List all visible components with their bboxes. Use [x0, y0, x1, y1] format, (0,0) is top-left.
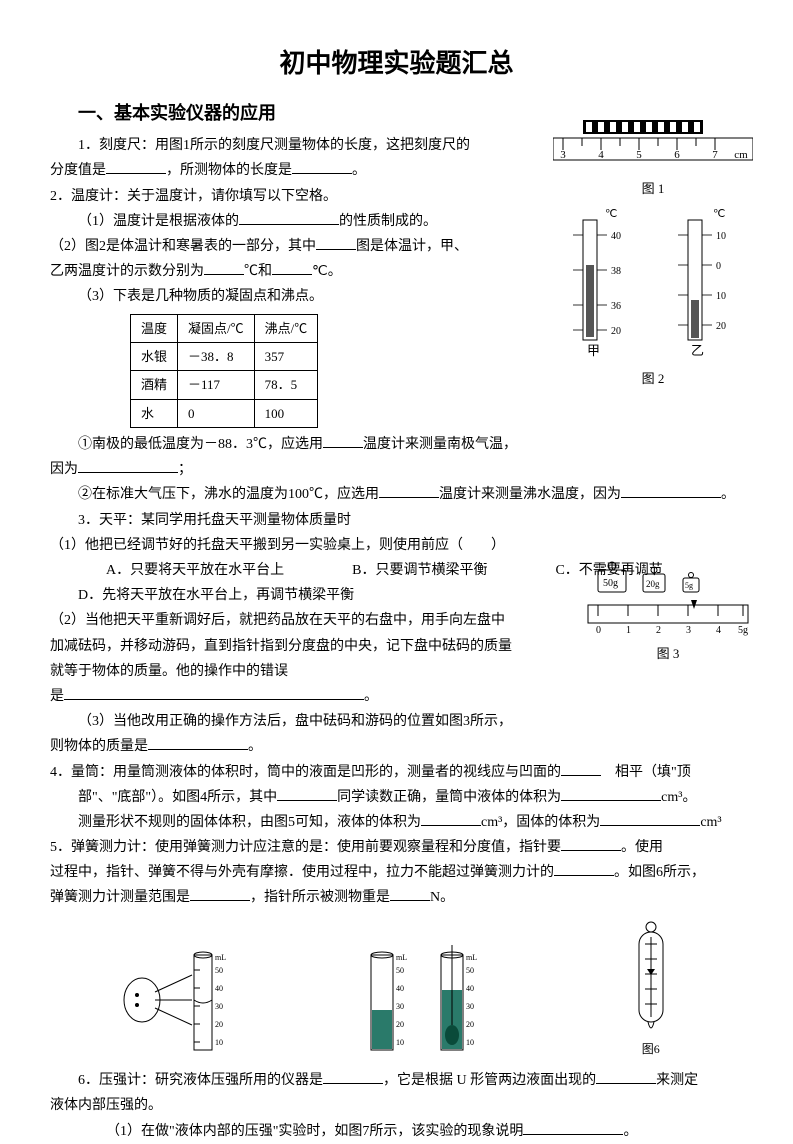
figure-5-cylinders: mL 50 40 30 20 10 mL 50 40 30 20 10	[356, 940, 496, 1060]
svg-text:50: 50	[396, 966, 404, 975]
q4-f: 测量形状不规则的固体体积，由图5可知，液体的体积为cm³，固体的体积为cm³	[50, 810, 743, 835]
svg-text:20: 20	[396, 1020, 404, 1029]
q5-e: 弹簧测力计测量范围是，指针所示被测物重是N。	[50, 885, 743, 910]
q3-s2a: （2）当他把天平重新调好后，就把药品放在天平的右盘中，用手向左盘中	[50, 608, 520, 633]
q6-d: 液体内部压强的。	[50, 1093, 743, 1118]
svg-text:3: 3	[686, 625, 691, 636]
svg-text:38: 38	[611, 266, 621, 277]
svg-text:cm: cm	[734, 149, 748, 161]
svg-text:20: 20	[215, 1020, 223, 1029]
q2-s1: （1）温度计是根据液体的的性质制成的。	[50, 209, 520, 234]
q3-s1: （1）他把已经调节好的托盘天平搬到另一实验桌上，则使用前应（ ）	[50, 533, 743, 558]
q3-head: 3．天平：某同学用托盘天平测量物体质量时	[50, 508, 743, 533]
svg-text:10: 10	[215, 1038, 223, 1047]
figure-2-caption: 图 2	[553, 367, 753, 390]
svg-text:5g: 5g	[685, 581, 693, 590]
svg-text:40: 40	[466, 984, 474, 993]
svg-text:10: 10	[466, 1038, 474, 1047]
figure-3-caption: 图 3	[583, 642, 753, 665]
svg-text:40: 40	[396, 984, 404, 993]
q3-s3b: 则物体的质量是。	[50, 734, 520, 759]
svg-text:40: 40	[215, 984, 223, 993]
q2-s3: （3）下表是几种物质的凝固点和沸点。	[50, 284, 520, 309]
q3-s3a: （3）当他改用正确的操作方法后，盘中砝码和游码的位置如图3所示，	[50, 709, 520, 734]
svg-text:℃: ℃	[605, 208, 617, 220]
q1-line2: 分度值是，所测物体的长度是。	[50, 158, 520, 183]
q3-s2b: 加减砝码，并移动游码，直到指针指到分度盘的中央，记下盘中砝码的质量	[50, 634, 520, 659]
q2-s2a: （2）图2是体温计和寒暑表的一部分，其中图是体温计，甲、	[50, 234, 520, 259]
svg-text:40: 40	[611, 231, 621, 242]
figure-1-caption: 图 1	[553, 177, 753, 200]
q2-s4b: 因为；	[50, 457, 520, 482]
svg-text:0: 0	[596, 625, 601, 636]
svg-text:0: 0	[716, 261, 721, 272]
svg-text:℃: ℃	[713, 208, 725, 220]
svg-text:30: 30	[215, 1002, 223, 1011]
q5-c: 过程中，指针、弹簧不得与外壳有摩擦．使用过程中，拉力不能超过弹簧测力计的。如图6…	[50, 860, 743, 885]
substance-table: 温度凝固点/℃沸点/℃ 水银－38．8357 酒精－11778．5 水0100	[130, 314, 318, 429]
figure-6-spring-scale: 图6	[621, 919, 681, 1061]
q6-e: （1）在做"液体内部的压强"实验时，如图7所示，该实验的现象说明。	[50, 1119, 743, 1144]
svg-text:7: 7	[712, 149, 718, 161]
svg-text:4: 4	[716, 625, 721, 636]
q5-a: 5．弹簧测力计：使用弹簧测力计应注意的是：使用前要观察量程和分度值，指针要。使用	[50, 835, 743, 860]
svg-text:30: 30	[466, 1002, 474, 1011]
svg-text:20: 20	[611, 326, 621, 337]
q3-s2d: 是。	[50, 684, 520, 709]
svg-text:50: 50	[215, 966, 223, 975]
figure-4-cylinder: mL 50 40 30 20 10	[112, 940, 232, 1060]
svg-text:20: 20	[716, 321, 726, 332]
svg-text:10: 10	[716, 291, 726, 302]
svg-text:50g: 50g	[603, 578, 618, 589]
q4-c: 部"、"底部"）。如图4所示，其中同学读数正确，量筒中液体的体积为cm³。	[50, 785, 743, 810]
svg-text:20: 20	[466, 1020, 474, 1029]
svg-text:1: 1	[626, 625, 631, 636]
svg-text:2: 2	[656, 625, 661, 636]
svg-text:mL: mL	[466, 953, 477, 962]
svg-text:30: 30	[396, 1002, 404, 1011]
svg-text:36: 36	[611, 301, 621, 312]
svg-text:4: 4	[598, 149, 604, 161]
q6-a: 6．压强计：研究液体压强所用的仪器是，它是根据 U 形管两边液面出现的来测定	[50, 1068, 743, 1093]
svg-text:mL: mL	[396, 953, 407, 962]
svg-text:50: 50	[466, 966, 474, 975]
svg-text:甲: 甲	[587, 343, 600, 358]
page-title: 初中物理实验题汇总	[50, 40, 743, 87]
q3-s2c: 就等于物体的质量。他的操作中的错误	[50, 659, 520, 684]
q1-text: 1．刻度尺：用图1所示的刻度尺测量物体的长度，这把刻度尺的	[50, 133, 520, 158]
svg-text:6: 6	[674, 149, 680, 161]
svg-text:10: 10	[716, 231, 726, 242]
figure-3-balance: 50g 20g 5g 0 1 2 3 4 5g 图 3	[583, 560, 753, 665]
svg-text:5: 5	[636, 149, 642, 161]
svg-text:乙: 乙	[691, 343, 704, 358]
q2-head: 2．温度计：关于温度计，请你填写以下空格。	[50, 184, 520, 209]
svg-text:mL: mL	[215, 953, 226, 962]
svg-text:20g: 20g	[646, 579, 660, 589]
q2-s4: ①南极的最低温度为－88．3℃，应选用温度计来测量南极气温，	[50, 432, 520, 457]
figure-2-thermometers: ℃ 40 38 36 20 甲 ℃ 10 0 10 20 乙 图 2	[553, 205, 753, 390]
figure-row-456: mL 50 40 30 20 10 mL 50 40 30 20 10 mL 5…	[50, 919, 743, 1061]
q4-a: 4．量筒：用量筒测液体的体积时，筒中的液面是凹形的，测量者的视线应与凹面的 相平…	[50, 760, 743, 785]
svg-text:10: 10	[396, 1038, 404, 1047]
q2-s2b: 乙两温度计的示数分别为℃和℃。	[50, 259, 520, 284]
svg-text:3: 3	[560, 149, 566, 161]
figure-1-ruler: 3 4 5 6 7 cm 图 1	[553, 120, 753, 200]
svg-text:5g: 5g	[738, 625, 748, 636]
q2-s5: ②在标准大气压下，沸水的温度为100℃，应选用温度计来测量沸水温度，因为。	[50, 482, 743, 507]
